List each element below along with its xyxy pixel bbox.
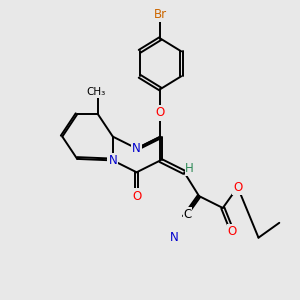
Text: C: C: [184, 208, 192, 221]
Text: O: O: [228, 225, 237, 238]
Text: N: N: [109, 154, 117, 167]
Text: O: O: [132, 190, 141, 202]
Text: O: O: [156, 106, 165, 119]
Text: Br: Br: [154, 8, 167, 21]
Text: N: N: [132, 142, 141, 155]
Text: CH₃: CH₃: [87, 87, 106, 97]
Text: O: O: [234, 181, 243, 194]
Text: Br: Br: [154, 8, 167, 21]
Text: N: N: [169, 231, 178, 244]
Text: H: H: [185, 162, 194, 175]
